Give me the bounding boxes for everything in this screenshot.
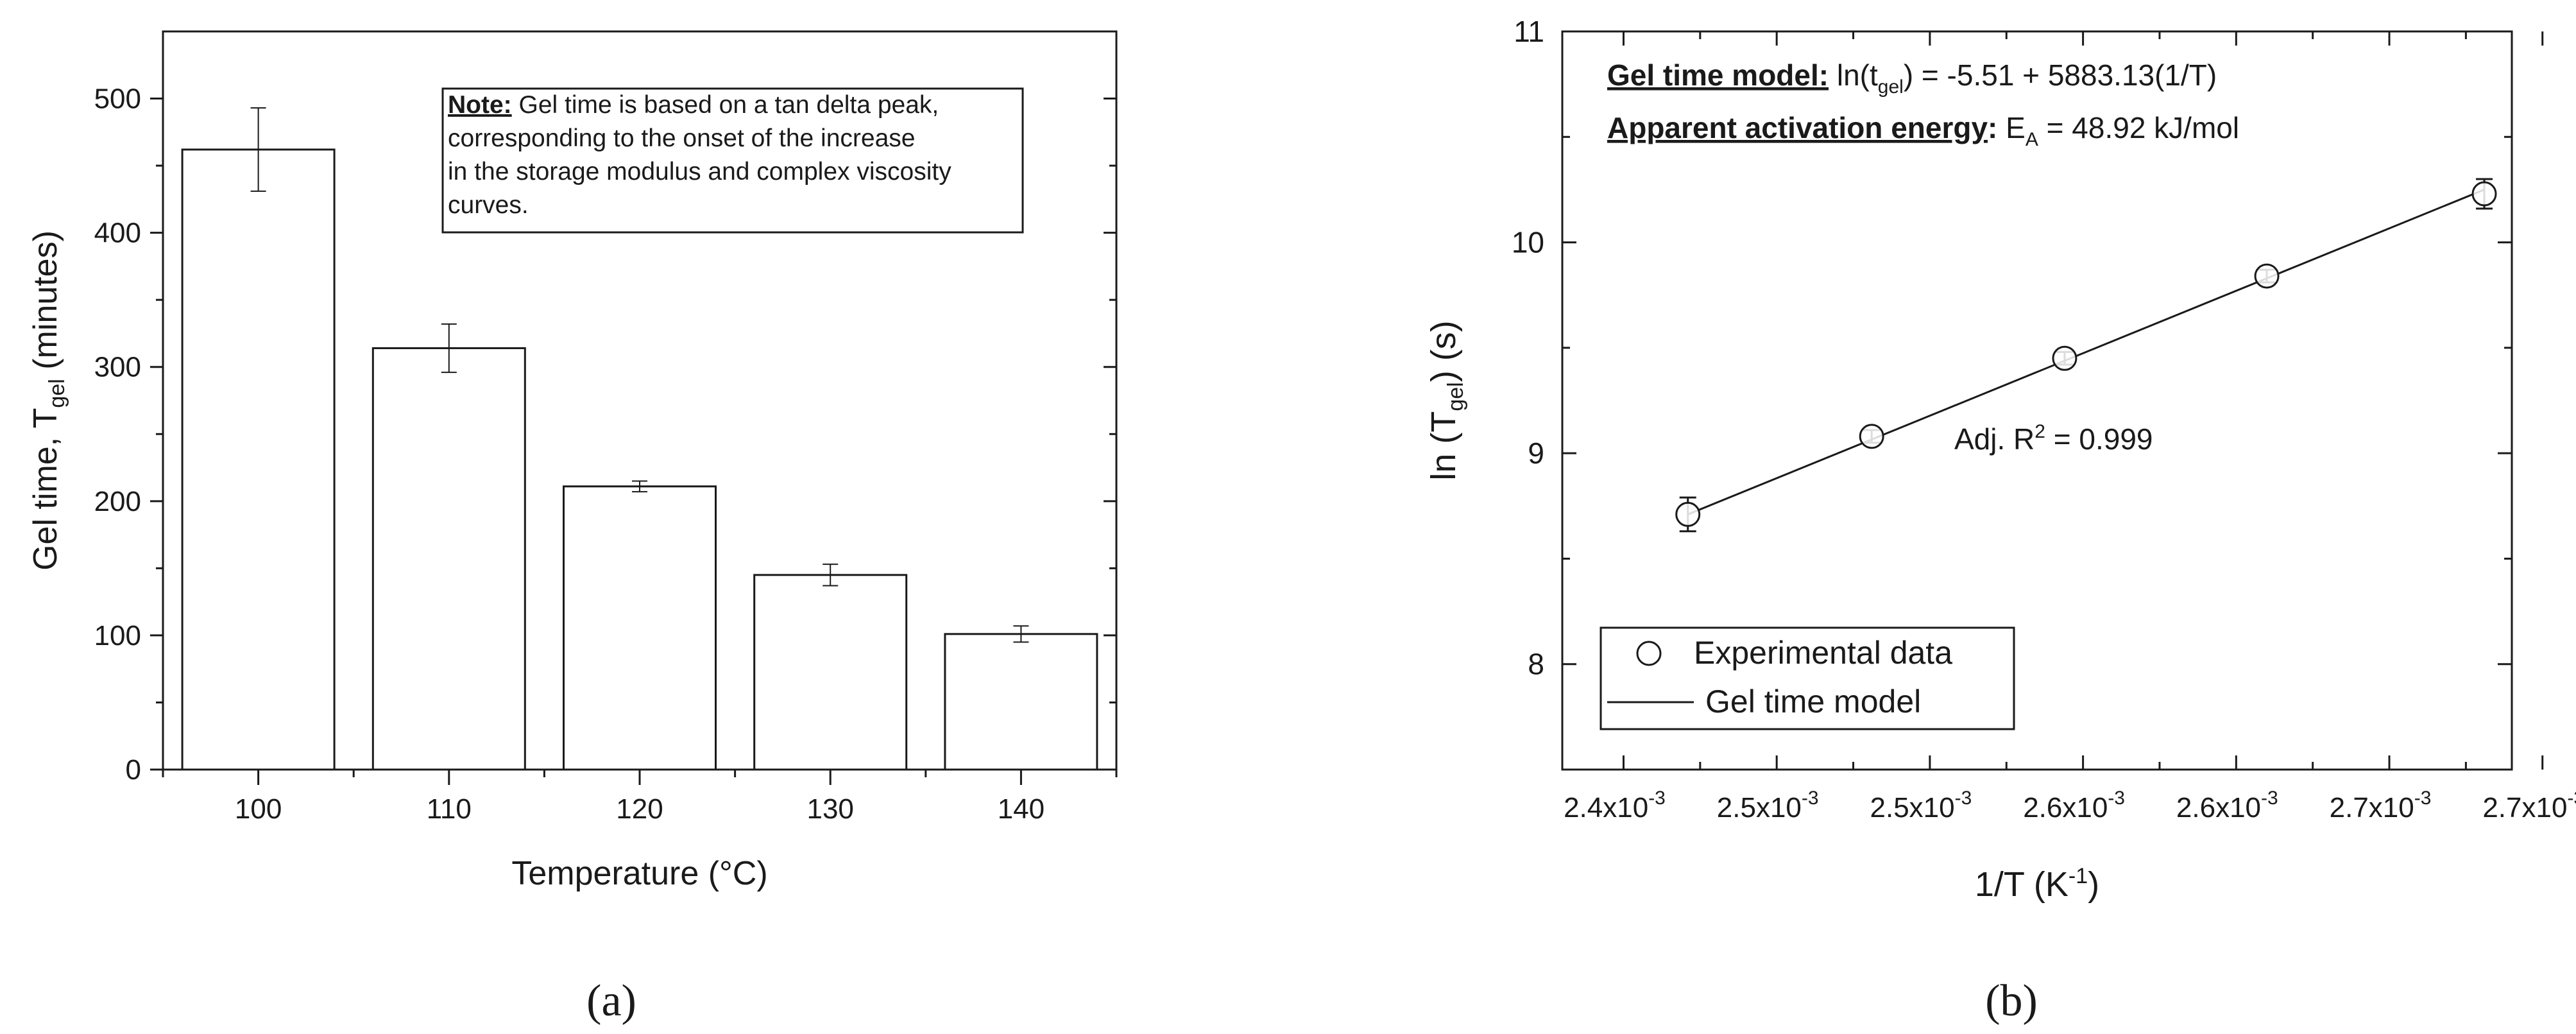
panel-label-a: (a) [586, 976, 636, 1026]
scatter-y-tick-label: 11 [1514, 15, 1544, 48]
tick-exponent: -3 [1648, 788, 1666, 809]
data-point [1859, 424, 1884, 449]
bar-y-axis-title: Gel time, Tgel (minutes) [27, 230, 69, 571]
bar-y-tick-label: 0 [126, 754, 141, 786]
tick-exponent: -3 [2261, 788, 2278, 809]
bar [371, 347, 526, 771]
tick-exponent: -3 [2414, 788, 2432, 809]
fit-line [1687, 189, 2485, 515]
tick-base: 2.6x10 [2176, 792, 2261, 823]
bar-x-tick-label: 120 [616, 793, 663, 825]
bar-y-tick-label: 500 [94, 83, 141, 115]
bar-x-tick-label: 100 [235, 793, 282, 825]
data-point [2471, 181, 2497, 207]
scatter-x-tick-label: 2.7x10-3 [2482, 788, 2576, 823]
note-box: Note: Gel time is based on a tan delta p… [441, 87, 1024, 234]
tick-exponent: -3 [2567, 788, 2576, 809]
bar-y-tick-label: 400 [94, 218, 141, 249]
scatter-y-axis-title: ln (Tgel) (s) [1424, 320, 1468, 480]
bar-x-tick-label: 140 [998, 793, 1045, 825]
scatter-plot-frame [1561, 30, 2513, 771]
tick-base: 2.5x10 [1717, 792, 1802, 823]
scatter-points [1675, 178, 2497, 533]
bar-y-tick-label: 200 [94, 486, 141, 517]
bar-x-tick-label: 130 [806, 793, 853, 825]
tick-base: 2.4x10 [1564, 792, 1648, 823]
note-line-1: Note: Gel time is based on a tan delta p… [448, 91, 939, 119]
bar-y-tick-label: 100 [94, 620, 141, 651]
scatter-x-axis-title: 1/T (K-1) [1975, 864, 2099, 904]
model-equation: Gel time model: ln(tgel) = -5.51 + 5883.… [1607, 58, 2217, 98]
scatter-x-tick-label: 2.4x10-3 [1564, 788, 1666, 823]
note-line-3: in the storage modulus and complex visco… [448, 158, 951, 185]
bar [753, 574, 908, 771]
panel-a-bar-chart: 0 100 200 300 400 500 100 110 120 130 140 Note: G… [27, 30, 1118, 1026]
panel-label-b: (b) [1985, 976, 2038, 1026]
r-squared-label: Adj. R2 = 0.999 [1954, 421, 2153, 456]
legend-label-experimental: Experimental data [1694, 635, 1952, 671]
scatter-x-tick-label: 2.6x10-3 [2023, 788, 2125, 823]
tick-exponent: -3 [2108, 788, 2125, 809]
bar [563, 485, 717, 771]
legend: Experimental data Gel time model [1599, 626, 2015, 730]
legend-label-model: Gel time model [1705, 684, 1921, 719]
note-bold: Note: [448, 91, 512, 119]
bar-y-tick-label: 300 [94, 352, 141, 383]
legend-frame [1599, 626, 2015, 730]
bar-x-axis-title: Temperature (°C) [511, 855, 767, 892]
tick-exponent: -3 [1955, 788, 1972, 809]
tick-exponent: -3 [1802, 788, 1819, 809]
scatter-x-tick-label: 2.5x10-3 [1870, 788, 1972, 823]
scatter-y-tick-label: 9 [1528, 436, 1544, 470]
data-point [2052, 345, 2077, 371]
scatter-y-tick-label: 10 [1512, 226, 1544, 259]
scatter-x-tick-label: 2.6x10-3 [2176, 788, 2278, 823]
note-line-2: corresponding to the onset of the increa… [448, 125, 915, 152]
bar [181, 148, 336, 771]
legend-marker-circle [1636, 641, 1662, 666]
scatter-x-ticks: 2.4x10-3 2.5x10-3 2.5x10-3 2.6x10-3 2.6x10-3… [1564, 31, 2576, 823]
tick-base: 2.7x10 [2482, 792, 2567, 823]
data-point [2254, 263, 2280, 289]
activation-energy: Apparent activation energy: EA = 48.92 k… [1607, 111, 2239, 150]
bar-x-ticks: 100 110 120 130 140 [162, 770, 1118, 825]
note-line-4: curves. [448, 191, 529, 219]
scatter-x-tick-label: 2.7x10-3 [2330, 788, 2432, 823]
fit-line-layer [1687, 189, 2485, 515]
bar [944, 633, 1098, 771]
scatter-y-ticks: 8 9 10 11 [1512, 15, 2512, 771]
scatter-y-tick-label: 8 [1528, 648, 1544, 681]
bar-y-ticks: 0 100 200 300 400 500 [94, 83, 1116, 786]
note-frame [441, 87, 1024, 234]
tick-base: 2.7x10 [2330, 792, 2414, 823]
scatter-x-tick-label: 2.5x10-3 [1717, 788, 1819, 823]
tick-base: 2.5x10 [1870, 792, 1955, 823]
bar-series [181, 107, 1098, 771]
data-point [1675, 501, 1701, 527]
bar-x-tick-label: 110 [427, 793, 472, 825]
tick-base: 2.6x10 [2023, 792, 2108, 823]
